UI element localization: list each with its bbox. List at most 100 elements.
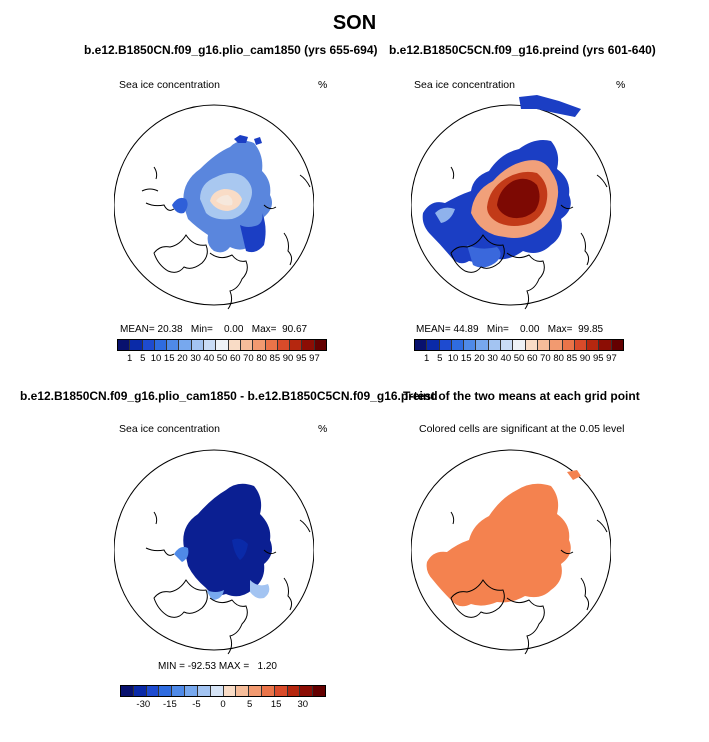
panel2-colorbar: [414, 339, 624, 351]
colorbar-swatch: [236, 686, 250, 696]
colorbar-swatch: [537, 340, 551, 350]
colorbar-swatch: [451, 340, 465, 350]
colorbar-tick-label: 90: [579, 353, 591, 364]
colorbar-swatch: [179, 340, 192, 350]
colorbar-swatch: [191, 340, 205, 350]
colorbar-swatch: [488, 340, 502, 350]
colorbar-swatch: [300, 686, 314, 696]
colorbar-tick-label: 10: [447, 353, 459, 364]
colorbar-tick-label: 30: [297, 699, 309, 710]
colorbar-tick-label: 0: [220, 699, 226, 710]
colorbar-tick-label: 95: [295, 353, 307, 364]
panel4-note: Colored cells are significant at the 0.0…: [419, 423, 625, 435]
colorbar-swatch: [476, 340, 489, 350]
panel3-colorbar: [120, 685, 326, 697]
colorbar-swatch: [210, 686, 224, 696]
panel4-map: [411, 449, 611, 655]
colorbar-swatch: [574, 340, 588, 350]
colorbar-swatch: [439, 340, 452, 350]
colorbar-tick-label: 60: [229, 353, 241, 364]
panel1-colorbar: [117, 339, 327, 351]
panel3-units: %: [318, 423, 328, 435]
panel1-units: %: [318, 79, 328, 91]
colorbar-swatch: [314, 340, 327, 350]
panel3-colorbar-ticks: -30 -15 -5 0 5 15 30: [130, 699, 316, 710]
colorbar-swatch: [265, 340, 278, 350]
colorbar-tick-label: 15: [163, 353, 175, 364]
colorbar-tick-label: 1: [423, 353, 430, 364]
panel3-variable-label: Sea ice concentration: [119, 423, 220, 435]
panel2-colorbar-ticks: 1 5 10 15 20 30 40 50 60 70 80 85 90 95 97: [420, 353, 618, 364]
colorbar-swatch: [599, 340, 612, 350]
panel1-map: [114, 104, 314, 310]
colorbar-swatch: [172, 686, 186, 696]
colorbar-swatch: [142, 340, 155, 350]
colorbar-swatch: [253, 340, 266, 350]
colorbar-tick-label: 90: [282, 353, 294, 364]
panel1-stats: MEAN= 20.38 Min= 0.00 Max= 90.67: [120, 324, 308, 335]
colorbar-swatch: [185, 686, 198, 696]
colorbar-tick-label: 95: [592, 353, 604, 364]
colorbar-swatch: [154, 340, 168, 350]
colorbar-tick-label: 1: [126, 353, 133, 364]
colorbar-swatch: [204, 340, 217, 350]
colorbar-tick-label: 97: [309, 353, 320, 364]
colorbar-swatch: [525, 340, 538, 350]
colorbar-swatch: [427, 340, 440, 350]
colorbar-tick-label: 70: [540, 353, 551, 364]
panel2-units: %: [616, 79, 626, 91]
colorbar-swatch: [223, 686, 237, 696]
colorbar-tick-label: 70: [243, 353, 254, 364]
colorbar-swatch: [118, 340, 131, 350]
colorbar-tick-label: 30: [487, 353, 498, 364]
colorbar-swatch: [121, 686, 134, 696]
colorbar-swatch: [261, 686, 275, 696]
colorbar-tick-label: 50: [216, 353, 228, 364]
colorbar-swatch: [562, 340, 575, 350]
colorbar-swatch: [313, 686, 325, 696]
colorbar-swatch: [146, 686, 160, 696]
colorbar-swatch: [290, 340, 303, 350]
colorbar-swatch: [302, 340, 315, 350]
figure-title: SON: [332, 12, 377, 34]
colorbar-swatch: [277, 340, 291, 350]
colorbar-swatch: [415, 340, 428, 350]
colorbar-swatch: [611, 340, 624, 350]
panel4-title: T-test of the two means at each grid poi…: [403, 389, 640, 403]
panel1-colorbar-ticks: 1 5 10 15 20 30 40 50 60 70 80 85 90 95 97: [123, 353, 321, 364]
colorbar-tick-label: 15: [460, 353, 472, 364]
colorbar-tick-label: 10: [150, 353, 162, 364]
colorbar-tick-label: 85: [269, 353, 281, 364]
colorbar-tick-label: 85: [566, 353, 578, 364]
colorbar-tick-label: 20: [474, 353, 485, 364]
colorbar-swatch: [216, 340, 229, 350]
colorbar-tick-label: 97: [606, 353, 617, 364]
panel3-title: b.e12.B1850CN.f09_g16.plio_cam1850 - b.e…: [20, 389, 438, 403]
colorbar-tick-label: 30: [190, 353, 201, 364]
colorbar-swatch: [167, 340, 180, 350]
colorbar-swatch: [159, 686, 173, 696]
panel2-title: b.e12.B1850C5CN.f09_g16.preind (yrs 601-…: [389, 43, 656, 57]
colorbar-tick-label: 60: [526, 353, 538, 364]
colorbar-tick-label: 20: [177, 353, 188, 364]
colorbar-swatch: [501, 340, 514, 350]
colorbar-tick-label: 50: [513, 353, 525, 364]
panel3-stats: MIN = -92.53 MAX = 1.20: [158, 661, 277, 672]
colorbar-swatch: [249, 686, 262, 696]
colorbar-tick-label: 15: [270, 699, 282, 710]
colorbar-swatch: [587, 340, 600, 350]
colorbar-tick-label: -5: [192, 699, 201, 710]
colorbar-tick-label: 5: [140, 353, 146, 364]
colorbar-swatch: [464, 340, 477, 350]
colorbar-tick-label: 40: [500, 353, 512, 364]
colorbar-swatch: [133, 686, 147, 696]
colorbar-tick-label: 80: [256, 353, 267, 364]
colorbar-swatch: [287, 686, 301, 696]
colorbar-swatch: [130, 340, 143, 350]
colorbar-swatch: [274, 686, 288, 696]
colorbar-swatch: [550, 340, 563, 350]
panel3-map: [114, 449, 314, 655]
colorbar-tick-label: 40: [203, 353, 215, 364]
colorbar-tick-label: 5: [437, 353, 443, 364]
colorbar-tick-label: -30: [136, 699, 151, 710]
